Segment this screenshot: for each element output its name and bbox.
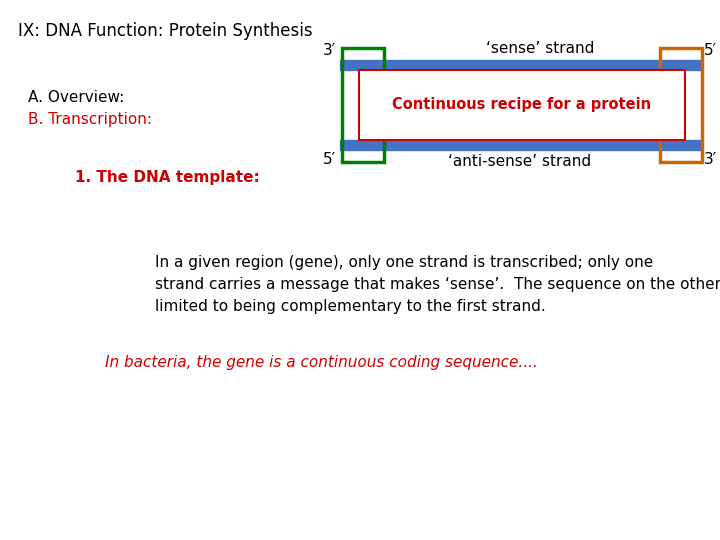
Text: In a given region (gene), only one strand is transcribed; only one
strand carrie: In a given region (gene), only one stran… [155, 255, 720, 314]
Bar [660, 48, 702, 162]
Text: IX: DNA Function: Protein Synthesis: IX: DNA Function: Protein Synthesis [18, 22, 312, 40]
Text: ‘anti-sense’ strand: ‘anti-sense’ strand [449, 154, 592, 169]
Text: A. Overview:: A. Overview: [28, 90, 125, 105]
Text: Continuous recipe for a protein: Continuous recipe for a protein [392, 98, 652, 112]
Text: B. Transcription:: B. Transcription: [28, 112, 152, 127]
Text: 5′: 5′ [323, 152, 336, 167]
Text: 3′: 3′ [704, 152, 717, 167]
Text: 1. The DNA template:: 1. The DNA template: [75, 170, 260, 185]
Text: 5′: 5′ [704, 43, 717, 58]
Bar [340, 60, 700, 70]
Text: 3′: 3′ [323, 43, 336, 58]
Bar [359, 70, 685, 140]
Text: ‘sense’ strand: ‘sense’ strand [486, 41, 594, 56]
Bar [342, 48, 384, 162]
Bar [340, 140, 700, 150]
Text: In bacteria, the gene is a continuous coding sequence....: In bacteria, the gene is a continuous co… [105, 355, 538, 370]
